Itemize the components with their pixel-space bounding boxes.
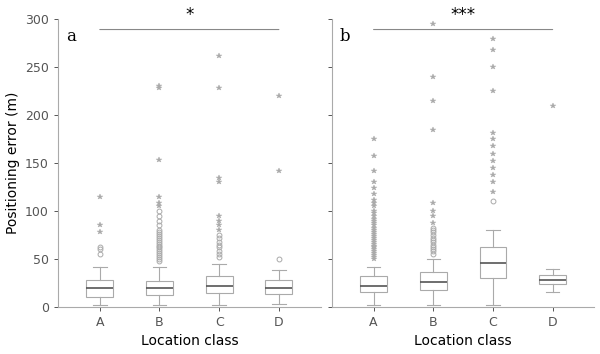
Text: b: b — [340, 28, 350, 45]
PathPatch shape — [86, 280, 113, 297]
PathPatch shape — [479, 247, 506, 278]
X-axis label: Location class: Location class — [140, 335, 238, 348]
PathPatch shape — [206, 276, 233, 293]
Text: *: * — [185, 6, 194, 24]
Text: ***: *** — [451, 6, 476, 24]
PathPatch shape — [420, 272, 446, 290]
PathPatch shape — [146, 281, 173, 295]
X-axis label: Location class: Location class — [415, 335, 512, 348]
PathPatch shape — [360, 276, 387, 292]
PathPatch shape — [539, 275, 566, 284]
PathPatch shape — [265, 280, 292, 295]
Y-axis label: Positioning error (m): Positioning error (m) — [5, 92, 20, 234]
Text: a: a — [66, 28, 76, 45]
